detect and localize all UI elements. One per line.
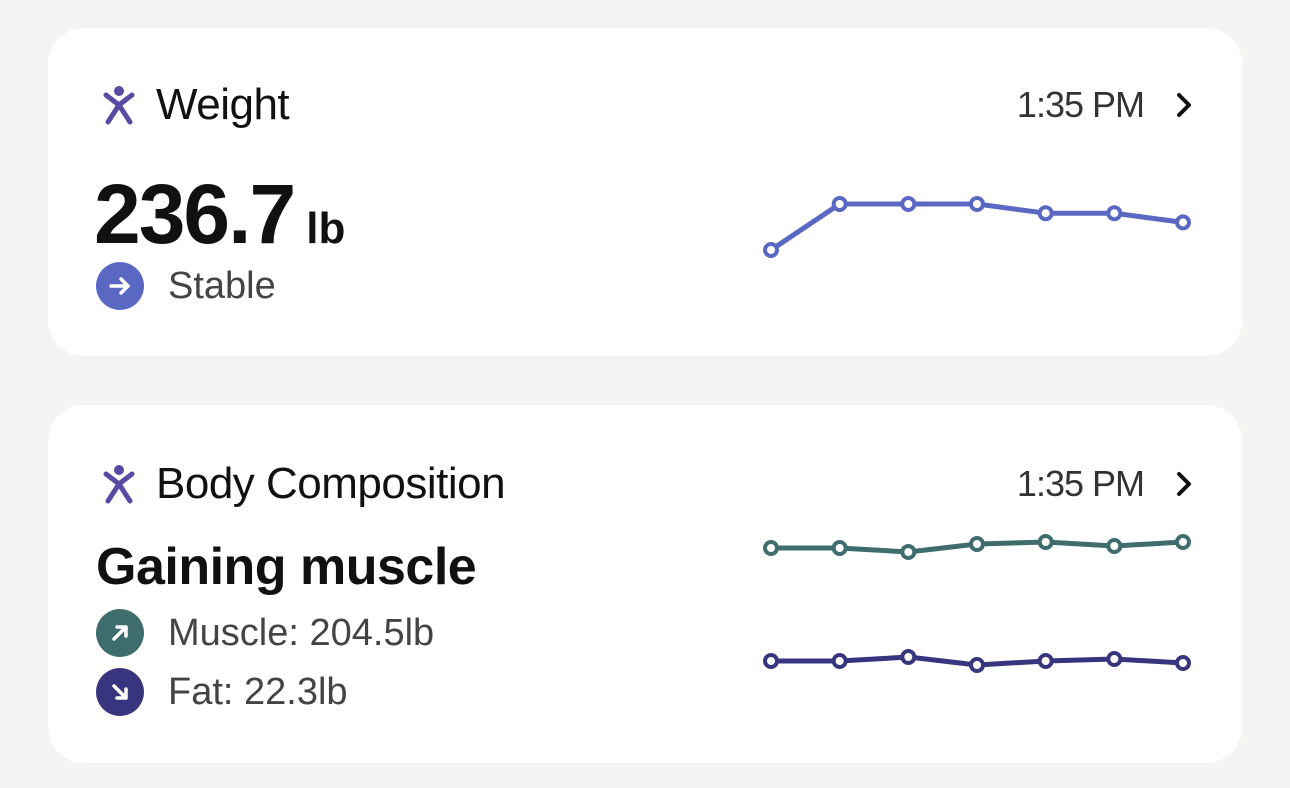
weight-series-point	[969, 196, 985, 212]
person-arms-up-icon	[96, 82, 142, 128]
weight-unit: lb	[306, 204, 346, 253]
fat-series-point	[831, 653, 848, 669]
weight-number: 236.7	[94, 167, 296, 261]
fat-series-point	[1037, 653, 1054, 669]
muscle-series-point	[1037, 534, 1054, 550]
weight-card-header: Weight 1:35 PM	[96, 80, 1198, 130]
body-composition-timestamp: 1:35 PM	[1016, 463, 1145, 504]
weight-series-point	[900, 196, 917, 212]
weight-card[interactable]: Weight 1:35 PM 236.7 lb Stable	[48, 28, 1242, 356]
muscle-label: Muscle: 204.5lb	[168, 611, 435, 654]
fat-status: Fat: 22.3lb	[96, 668, 348, 716]
weight-series-point	[1175, 214, 1191, 231]
muscle-series-point	[1175, 534, 1191, 550]
weight-timestamp: 1:35 PM	[1016, 84, 1145, 125]
body-composition-sparkline	[763, 534, 1191, 673]
weight-sparkline	[763, 196, 1191, 258]
weight-series-point	[1106, 205, 1123, 222]
fat-series-point	[763, 653, 779, 669]
weight-series-point	[831, 196, 848, 212]
muscle-series-point	[763, 540, 779, 556]
fat-label: Fat: 22.3lb	[168, 670, 348, 713]
body-composition-card[interactable]: Body Composition 1:35 PM Gaining muscle …	[48, 405, 1242, 763]
weight-status-text: Stable	[168, 264, 276, 307]
muscle-series-point	[831, 540, 848, 556]
muscle-series-point	[900, 544, 917, 560]
muscle-series-point	[969, 536, 985, 552]
weight-status: Stable	[96, 262, 276, 310]
fat-series-point	[900, 649, 917, 665]
person-arms-up-icon	[96, 461, 142, 507]
muscle-status: Muscle: 204.5lb	[96, 609, 434, 657]
muscle-series-point	[1106, 538, 1123, 554]
weight-title: Weight	[156, 80, 290, 129]
arrow-up-right-icon	[96, 609, 144, 657]
arrow-right-icon	[96, 262, 144, 310]
body-composition-card-header: Body Composition 1:35 PM	[96, 459, 1198, 509]
fat-series-point	[1175, 655, 1191, 671]
chevron-right-icon[interactable]	[1170, 85, 1198, 125]
weight-series-point	[1037, 205, 1054, 222]
fat-series-point	[1106, 651, 1123, 667]
body-composition-title: Body Composition	[156, 459, 506, 508]
weight-value: 236.7 lb	[94, 166, 345, 263]
arrow-down-right-icon	[96, 668, 144, 716]
chevron-right-icon[interactable]	[1170, 464, 1198, 504]
body-composition-headline: Gaining muscle	[96, 538, 477, 596]
weight-series-point	[763, 242, 779, 258]
fat-series-point	[969, 657, 985, 673]
